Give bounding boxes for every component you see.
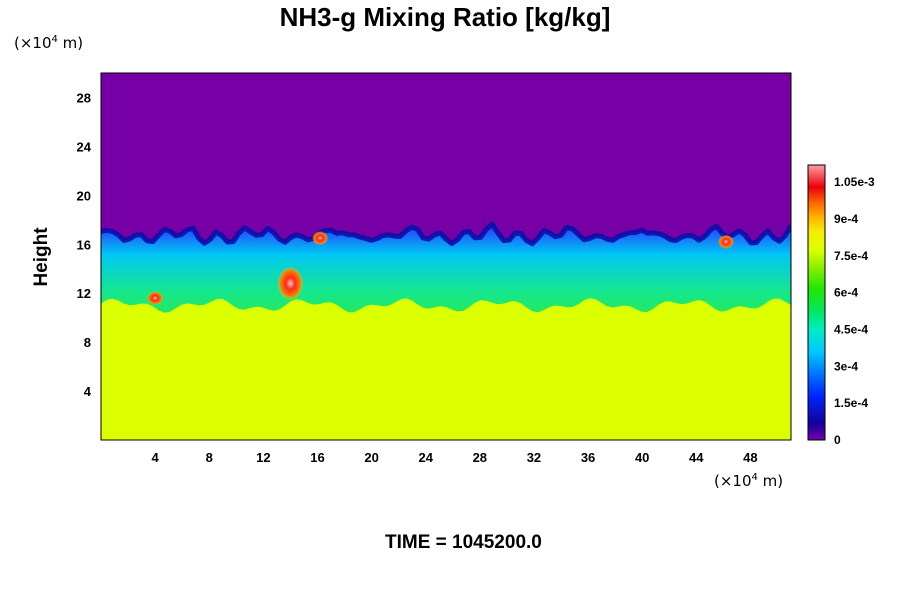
colorbar-label: 9e-4: [834, 212, 858, 226]
x-tick-label: 12: [256, 450, 270, 465]
colorbar-label: 1.5e-4: [834, 396, 868, 410]
x-tick-label: 8: [206, 450, 213, 465]
heatmap-field: [101, 73, 791, 440]
y-tick-label: 28: [77, 90, 91, 105]
colorbar-labels: 0 1.5e-4 3e-4 4.5e-4 6e-4 7.5e-4 9e-4 1.05e-3: [834, 175, 875, 447]
hotspot: [277, 266, 304, 301]
colorbar-label: 3e-4: [834, 359, 858, 373]
colorbar-label: 0: [834, 433, 841, 447]
y-tick-label: 4: [84, 384, 92, 399]
y-tick-label: 12: [77, 286, 91, 301]
hotspots: [147, 231, 735, 306]
plot-frame: [100, 72, 792, 441]
hotspot: [718, 234, 735, 249]
y-tick-label: 20: [77, 188, 91, 203]
x-unit-exponent: 4: [751, 472, 758, 483]
y-unit-suffix: m): [57, 34, 84, 52]
mixing-layer-top-edge: [101, 221, 791, 247]
x-tick-label: 24: [418, 450, 433, 465]
time-label: TIME = 1045200.0: [385, 532, 542, 553]
x-tick-label: 48: [743, 450, 757, 465]
colorbar-label: 6e-4: [834, 286, 858, 300]
lower-region: [101, 298, 791, 440]
x-tick-label: 16: [310, 450, 324, 465]
y-axis-unit: (×104 m): [14, 34, 83, 52]
x-tick-label: 40: [635, 450, 649, 465]
x-tick-label: 4: [152, 450, 160, 465]
y-unit-exponent: 4: [51, 34, 58, 45]
colorbar-label: 1.05e-3: [834, 175, 875, 189]
y-tick-label: 8: [84, 335, 91, 350]
colorbar-label: 4.5e-4: [834, 323, 868, 337]
x-tick-label: 28: [473, 450, 487, 465]
x-tick-label: 32: [527, 450, 541, 465]
hotspot: [312, 231, 329, 246]
x-unit-prefix: (×10: [714, 472, 752, 490]
x-unit-suffix: m): [757, 472, 784, 490]
colorbar-label: 7.5e-4: [834, 249, 868, 263]
y-tick-label: 16: [77, 237, 91, 252]
hotspot: [147, 291, 164, 306]
x-ticks: 4 8 12 16 20 24 28 32 36 40 44 48: [152, 450, 758, 465]
y-unit-prefix: (×10: [14, 34, 52, 52]
y-ticks: 4 8 12 16 20 24 28: [77, 90, 92, 399]
x-tick-label: 20: [364, 450, 378, 465]
x-axis-unit: (×104 m): [714, 472, 783, 490]
y-tick-label: 24: [77, 139, 92, 154]
x-tick-label: 44: [689, 450, 704, 465]
colorbar: [807, 164, 826, 441]
chart-title: NH3-g Mixing Ratio [kg/kg]: [279, 2, 611, 32]
x-tick-label: 36: [581, 450, 595, 465]
